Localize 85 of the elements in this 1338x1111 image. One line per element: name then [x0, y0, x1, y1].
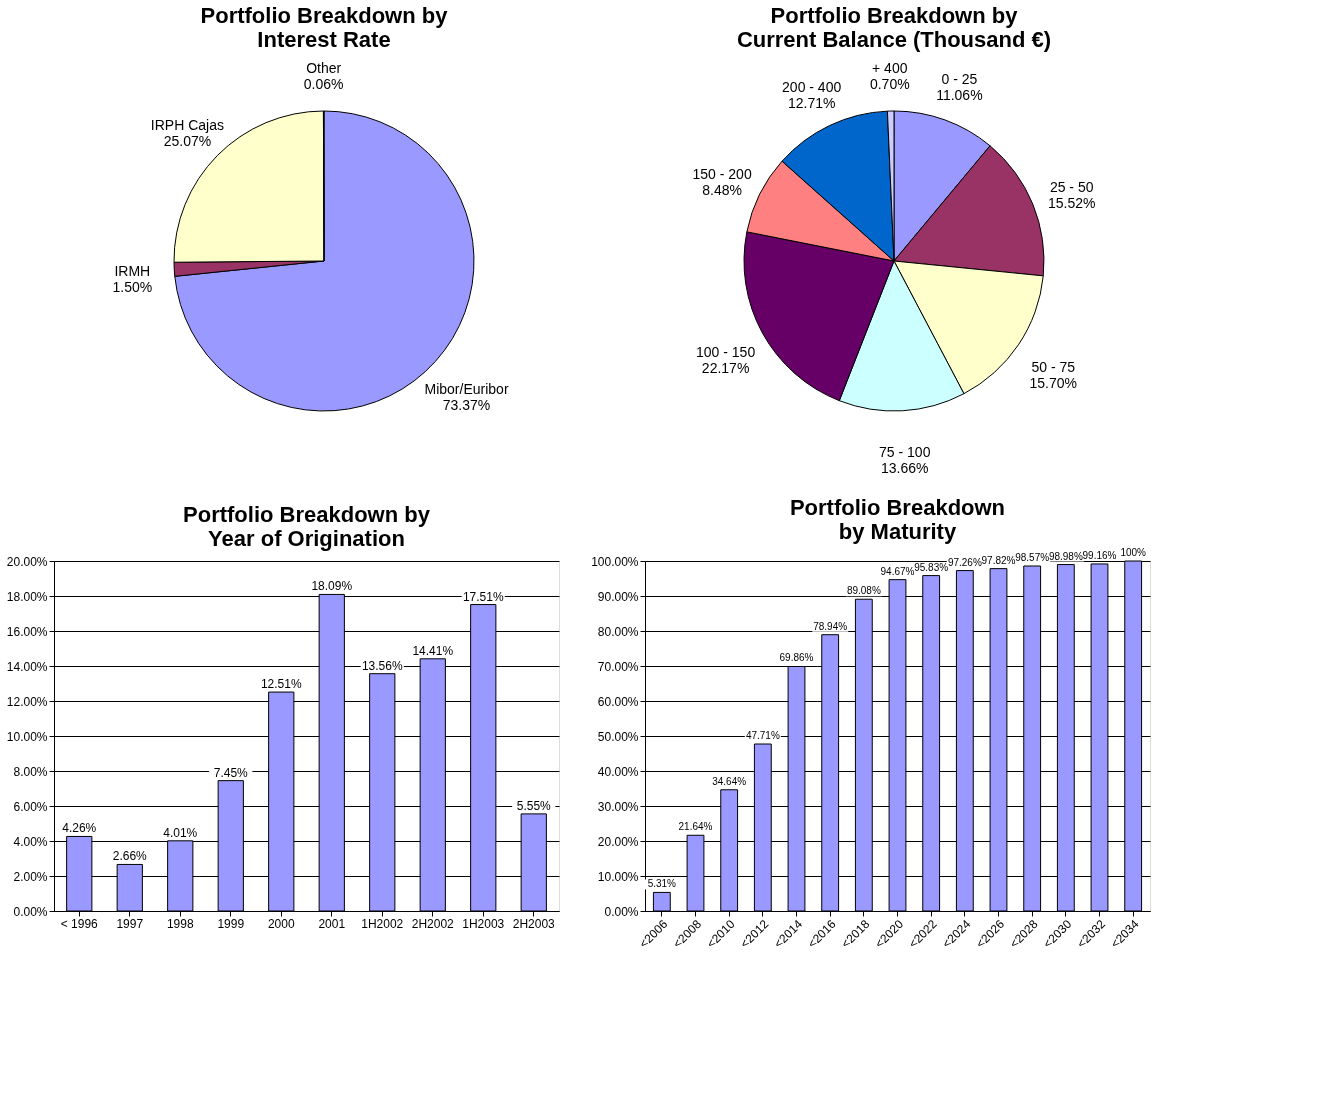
slice-label: Other: [306, 60, 342, 76]
data-label: 69.86%: [779, 652, 814, 664]
slice-label: IRMH: [114, 262, 151, 279]
data-label: 97.82%: [981, 554, 1016, 566]
y-tick-label: 100.00%: [591, 554, 639, 569]
x-tick-label: 1H2003: [462, 916, 505, 931]
y-tick-label: 18.00%: [6, 589, 48, 604]
slice-label: 150 - 200: [692, 166, 752, 183]
x-tick-label: 1999: [217, 916, 245, 931]
y-tick-label: 6.00%: [13, 799, 48, 814]
data-label: 18.09%: [311, 579, 353, 594]
slice-label: Mibor/Euribor: [424, 380, 509, 397]
slice-label: IRPH Cajas: [150, 117, 224, 134]
data-label: 12.51%: [260, 677, 302, 692]
x-tick-label: 2H2003: [512, 916, 556, 931]
data-label: 98.57%: [1015, 552, 1050, 564]
slice-label: 0 - 25: [941, 71, 978, 88]
y-tick-label: 20.00%: [6, 554, 48, 569]
y-tick-label: 8.00%: [13, 764, 48, 779]
x-tick-label: 1998: [166, 916, 194, 931]
y-tick-label: 50.00%: [597, 729, 639, 744]
data-label: 12.71%: [787, 94, 836, 111]
y-tick-label: 4.00%: [13, 834, 48, 849]
slice-label: 200 - 400: [782, 78, 842, 95]
slice-label: + 400: [872, 60, 908, 77]
data-label: 15.52%: [1047, 195, 1096, 212]
data-label: 99.16%: [1082, 549, 1117, 561]
slice-label: 100 - 150: [696, 344, 756, 361]
data-label: 17.51%: [462, 589, 504, 604]
x-tick-label: < 1996: [60, 916, 99, 931]
slice-label: 75 - 100: [879, 443, 931, 460]
data-label: 2.66%: [112, 849, 148, 864]
data-label: 8.48%: [702, 182, 742, 199]
y-tick-label: 80.00%: [597, 624, 639, 639]
data-label: 34.64%: [712, 775, 747, 787]
y-tick-label: 12.00%: [6, 694, 48, 709]
data-label: 15.70%: [1029, 375, 1078, 392]
data-label: 0.70%: [869, 76, 910, 93]
slice-label: 25 - 50: [1049, 179, 1094, 196]
data-label: 98.98%: [1048, 550, 1083, 562]
x-tick-label: 2000: [267, 916, 295, 931]
data-label: 4.01%: [163, 825, 198, 840]
data-label: 4.26%: [62, 821, 97, 836]
data-label: 22.17%: [701, 360, 750, 377]
data-label: 95.83%: [914, 561, 949, 573]
y-tick-label: 30.00%: [597, 799, 639, 814]
data-label: 89.08%: [846, 585, 881, 597]
chart-title: Portfolio Breakdown by Year of Origination: [183, 502, 431, 551]
x-tick-label: 2H2002: [411, 916, 455, 931]
data-label: 0.06%: [303, 76, 344, 92]
data-label: 78.94%: [813, 620, 848, 632]
chart-title: Portfolio Breakdown by Current Balance (Thousand €): [736, 3, 1052, 52]
chart-title: Portfolio Breakdown by Interest Rate: [200, 3, 449, 52]
y-tick-label: 16.00%: [6, 624, 48, 639]
x-tick-label: 2001: [318, 916, 346, 931]
data-label: 7.45%: [213, 765, 249, 780]
x-tick-label: 1H2002: [361, 916, 404, 931]
y-tick-label: 10.00%: [597, 869, 639, 884]
data-label: 47.71%: [745, 730, 780, 742]
data-label: 5.55%: [516, 798, 552, 813]
data-label: 73.37%: [442, 396, 491, 413]
y-tick-label: 60.00%: [597, 694, 639, 709]
data-label: 11.06%: [936, 87, 983, 104]
y-tick-label: 0.00%: [13, 904, 48, 919]
y-tick-label: 14.00%: [6, 659, 48, 674]
data-label: 94.67%: [880, 565, 915, 577]
y-tick-label: 2.00%: [13, 869, 48, 884]
data-label: 97.26%: [947, 556, 982, 568]
data-label: 14.41%: [412, 643, 454, 658]
x-tick-label: 1997: [116, 916, 144, 931]
slice-label: 50 - 75: [1031, 359, 1076, 376]
data-label: 5.31%: [647, 878, 677, 890]
data-label: 100%: [1120, 547, 1147, 558]
data-label: 1.50%: [112, 278, 153, 295]
data-label: 25.07%: [163, 133, 212, 150]
data-label: 21.64%: [678, 821, 713, 833]
chart-title: Portfolio Breakdown by Maturity: [789, 495, 1006, 544]
y-tick-label: 90.00%: [597, 589, 639, 604]
data-label: 13.66%: [880, 459, 929, 476]
y-tick-label: 40.00%: [597, 764, 639, 779]
data-label: 13.56%: [361, 658, 403, 673]
y-tick-label: 0.00%: [604, 904, 639, 919]
y-tick-label: 70.00%: [597, 659, 639, 674]
y-tick-label: 10.00%: [6, 729, 48, 744]
y-tick-label: 20.00%: [597, 834, 639, 849]
